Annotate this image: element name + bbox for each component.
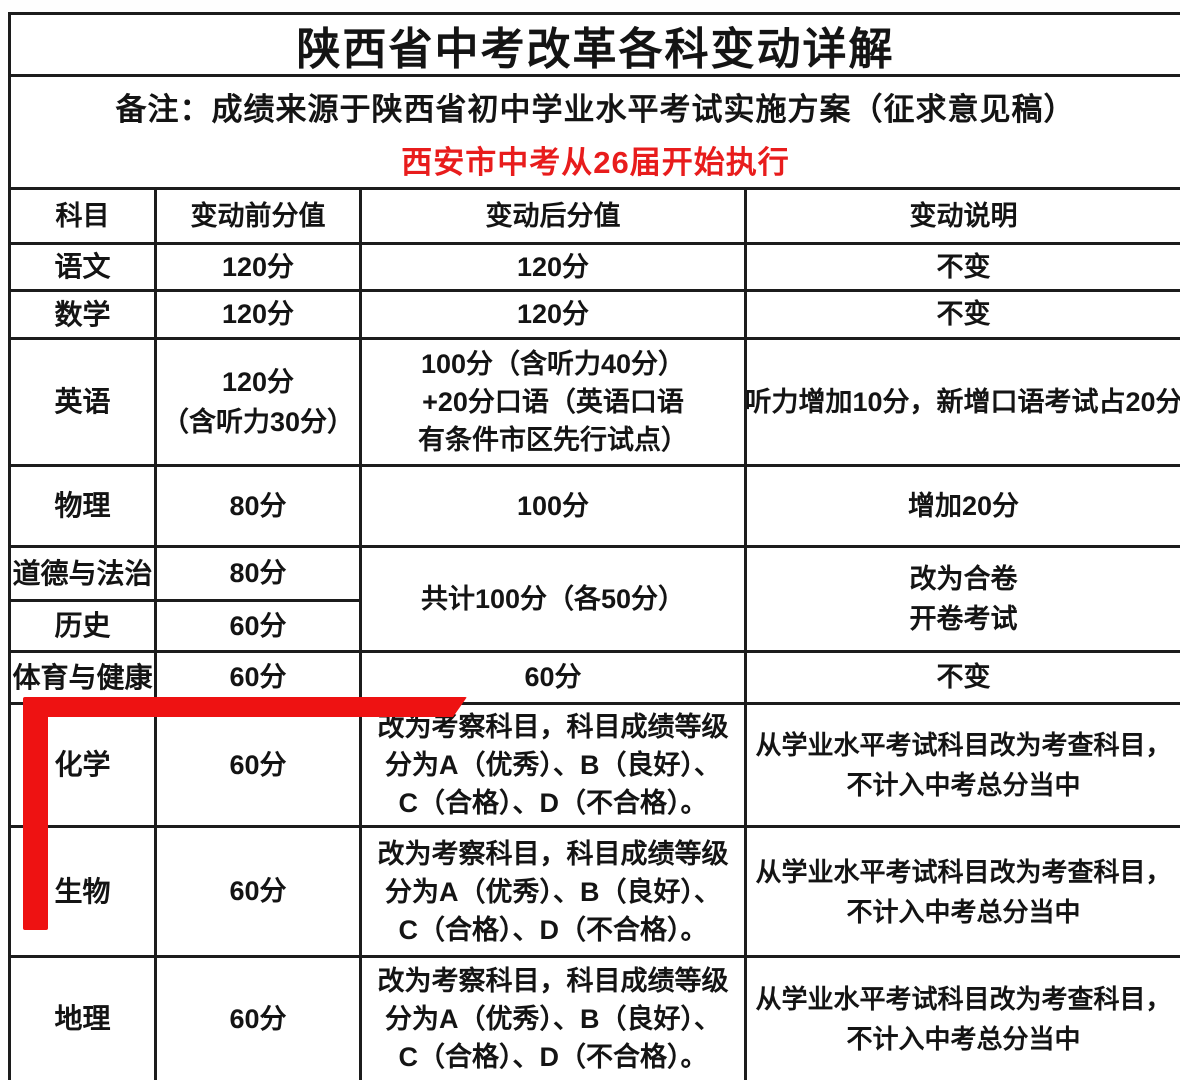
col-header-before-score: 变动前分值 [157, 190, 362, 245]
geography-note-line2: 不计入中考总分当中 [846, 1024, 1081, 1054]
geography-after-line2: 分为A（优秀）、B（良好）、 [385, 1004, 721, 1034]
col-header-change-note: 变动说明 [747, 190, 1180, 245]
subjects-table: 科目 变动前分值 变动后分值 变动说明 语文 120分 120分 不变 数学 1… [11, 190, 1180, 1080]
history-before: 60分 [157, 602, 362, 653]
chemistry-before: 60分 [157, 705, 362, 828]
note-source: 备注：成绩来源于陕西省初中学业水平考试实施方案（征求意见稿） [115, 92, 1076, 127]
geography-after-line1: 改为考察科目，科目成绩等级 [377, 966, 729, 996]
reform-table-document: 陕西省中考改革各科变动详解 备注：成绩来源于陕西省初中学业水平考试实施方案（征求… [8, 12, 1180, 1080]
subject-math: 数学 [11, 292, 157, 340]
pe-health-note: 不变 [747, 653, 1180, 705]
physics-after: 100分 [362, 467, 747, 548]
biology-before: 60分 [157, 828, 362, 958]
subject-biology: 生物 [11, 828, 157, 958]
subject-chinese: 语文 [11, 245, 157, 292]
biology-after: 改为考察科目，科目成绩等级 分为A（优秀）、B（良好）、 C（合格）、D（不合格… [362, 828, 747, 958]
math-note: 不变 [747, 292, 1180, 340]
col-header-subject: 科目 [11, 190, 157, 245]
subject-morality-law: 道德与法治 [11, 548, 157, 602]
chemistry-after: 改为考察科目，科目成绩等级 分为A（优秀）、B（良好）、 C（合格）、D（不合格… [362, 705, 747, 828]
english-before-line1: 120分 [221, 367, 295, 397]
chemistry-after-line1: 改为考察科目，科目成绩等级 [377, 712, 729, 742]
morality-law-before: 80分 [157, 548, 362, 602]
merged-note-line1: 改为合卷 [909, 564, 1018, 594]
chinese-note: 不变 [747, 245, 1180, 292]
chemistry-note-line1: 从学业水平考试科目改为考查科目， [755, 730, 1172, 760]
biology-after-line2: 分为A（优秀）、B（良好）、 [385, 876, 721, 907]
geography-after: 改为考察科目，科目成绩等级 分为A（优秀）、B（良好）、 C（合格）、D（不合格… [362, 958, 747, 1080]
biology-note: 从学业水平考试科目改为考查科目， 不计入中考总分当中 [747, 828, 1180, 958]
geography-after-line3: C（合格）、D（不合格）。 [398, 1042, 708, 1072]
biology-note-line1: 从学业水平考试科目改为考查科目， [755, 856, 1172, 887]
english-note: 听力增加10分，新增口语考试占20分 [747, 340, 1180, 467]
col-header-after-score: 变动后分值 [362, 190, 747, 245]
morality-history-note-merged: 改为合卷 开卷考试 [747, 548, 1180, 653]
english-after-line3: 有条件市区先行试点） [418, 425, 688, 455]
page-title: 陕西省中考改革各科变动详解 [11, 15, 1180, 77]
red-marker-horizontal-stroke [23, 697, 467, 717]
geography-note: 从学业水平考试科目改为考查科目， 不计入中考总分当中 [747, 958, 1180, 1080]
notes-section: 备注：成绩来源于陕西省初中学业水平考试实施方案（征求意见稿） 西安市中考从26届… [11, 77, 1180, 190]
math-after: 120分 [362, 292, 747, 340]
red-marker-vertical-stroke [23, 700, 48, 930]
chemistry-note-line2: 不计入中考总分当中 [846, 770, 1081, 800]
chinese-before: 120分 [157, 245, 362, 292]
english-before-line2: （含听力30分） [161, 407, 355, 437]
note-xian-effective: 西安市中考从26届开始执行 [401, 145, 790, 180]
subject-physics: 物理 [11, 467, 157, 548]
physics-note: 增加20分 [747, 467, 1180, 548]
subject-history: 历史 [11, 602, 157, 653]
biology-after-line1: 改为考察科目，科目成绩等级 [377, 838, 729, 869]
morality-history-after-merged: 共计100分（各50分） [362, 548, 747, 653]
geography-note-line1: 从学业水平考试科目改为考查科目， [755, 984, 1172, 1014]
chemistry-note: 从学业水平考试科目改为考查科目， 不计入中考总分当中 [747, 705, 1180, 828]
math-before: 120分 [157, 292, 362, 340]
geography-before: 60分 [157, 958, 362, 1080]
english-after-line1: 100分（含听力40分） [420, 349, 686, 379]
chemistry-after-line2: 分为A（优秀）、B（良好）、 [385, 750, 721, 780]
chinese-after: 120分 [362, 245, 747, 292]
biology-after-line3: C（合格）、D（不合格）。 [398, 914, 708, 945]
english-after-line2: +20分口语（英语口语 [422, 387, 684, 417]
pe-health-after: 60分 [362, 653, 747, 705]
english-before: 120分 （含听力30分） [157, 340, 362, 467]
english-after: 100分（含听力40分） +20分口语（英语口语 有条件市区先行试点） [362, 340, 747, 467]
chemistry-after-line3: C（合格）、D（不合格）。 [398, 788, 708, 818]
subject-geography: 地理 [11, 958, 157, 1080]
physics-before: 80分 [157, 467, 362, 548]
biology-note-line2: 不计入中考总分当中 [846, 896, 1081, 927]
subject-chemistry: 化学 [11, 705, 157, 828]
subject-english: 英语 [11, 340, 157, 467]
merged-note-line2: 开卷考试 [909, 604, 1018, 634]
